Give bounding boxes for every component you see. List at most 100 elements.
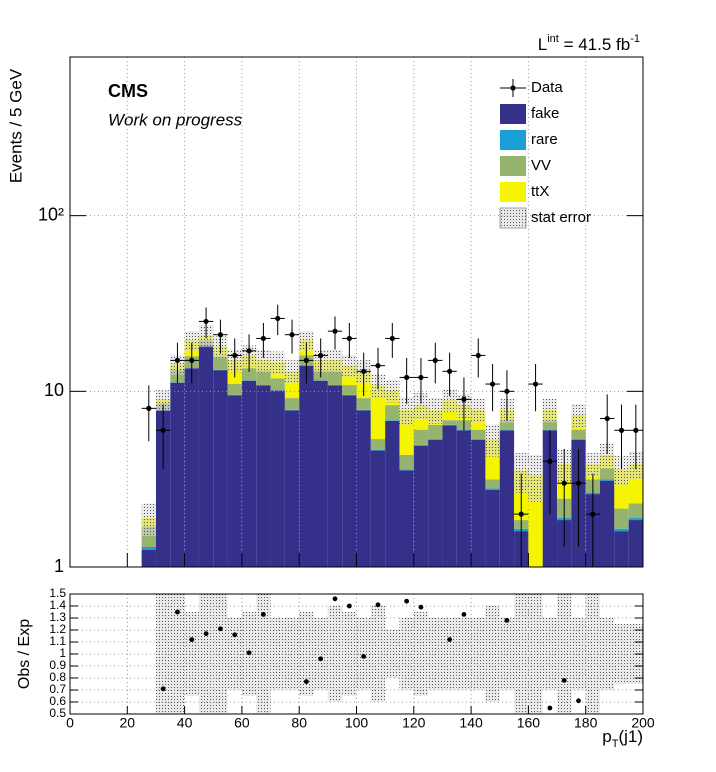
stat-error-band (485, 424, 500, 457)
ratio-error-band (284, 618, 300, 690)
y-tick-label: 1.5 (49, 586, 66, 600)
stack-segment (385, 420, 400, 567)
stack-segment (385, 420, 400, 421)
ratio-point (303, 679, 309, 684)
data-point (260, 335, 266, 342)
stat-error-band (399, 397, 414, 425)
stat-error-band (614, 455, 629, 486)
stack-segment (614, 508, 629, 529)
stack-segment (499, 420, 515, 430)
stack-segment (600, 468, 615, 480)
ratio-error-band (557, 594, 572, 714)
data-point (217, 332, 224, 338)
stat-error-band (284, 360, 300, 384)
stat-error-band (342, 355, 357, 378)
stat-error-band (442, 389, 457, 412)
lumi-part: -1 (630, 33, 640, 45)
stat-error-band (141, 503, 156, 537)
data-point (246, 348, 252, 354)
stat-error-band (514, 453, 529, 493)
y-tick-label: 1.2 (49, 622, 66, 636)
stack-segment (327, 370, 343, 386)
x-tick-label: 20 (120, 715, 136, 731)
stack-segment (614, 528, 629, 532)
legend-label: rare (531, 131, 558, 148)
stat-error-band (184, 330, 199, 351)
data-point (332, 328, 338, 334)
upper-plot (70, 57, 643, 567)
x-tick-label: 200 (631, 715, 655, 731)
ratio-error-band (585, 594, 601, 714)
y-tick-label: 1 (59, 646, 66, 660)
x-tick-label: 180 (574, 715, 598, 731)
stack-segment (299, 365, 314, 567)
ratio-error-band (514, 594, 529, 714)
stack-segment (213, 370, 228, 567)
stack-segment (184, 368, 199, 567)
lumi-part: L (538, 35, 547, 54)
stack-segment (628, 503, 643, 519)
ratio-error-band (456, 618, 472, 690)
data-point (532, 381, 539, 387)
data-point (375, 363, 381, 369)
legend-label: stat error (531, 209, 591, 226)
cms-sublabel: Work on progress (108, 110, 243, 129)
legend-label: fake (531, 105, 559, 122)
data-point (475, 352, 481, 359)
ratio-error-band (342, 612, 357, 696)
stack-segment (614, 531, 629, 567)
x-label-part: T (612, 738, 619, 750)
ratio-error-band (528, 594, 543, 714)
data-point (561, 480, 567, 486)
ratio-point (346, 603, 352, 609)
stack-segment (284, 410, 300, 567)
ratio-point (404, 598, 410, 604)
stat-error-band (528, 454, 543, 502)
stack-segment (370, 439, 386, 450)
legend-marker (510, 85, 516, 91)
y-tick-label: 10² (38, 204, 64, 224)
legend-label: Data (531, 79, 563, 96)
data-point (174, 357, 181, 363)
ratio-point (189, 637, 195, 642)
stack-segment (270, 378, 285, 391)
x-tick-label: 160 (517, 715, 541, 731)
y-tick-label: 1.4 (49, 598, 66, 612)
ratio-point (361, 654, 367, 659)
ratio-point (332, 596, 338, 602)
ratio-error-band (170, 594, 185, 714)
data-point (432, 357, 438, 363)
stack-segment (370, 449, 386, 451)
ratio-plot (70, 594, 643, 714)
stack-segment (471, 429, 486, 440)
data-point (504, 388, 510, 394)
stack-segment (227, 383, 242, 395)
x-tick-label: 80 (291, 715, 307, 731)
ratio-point (504, 618, 510, 623)
stat-error-band (600, 443, 615, 469)
data-point (389, 335, 395, 342)
stat-error-band (542, 398, 558, 423)
stat-error-band (585, 453, 601, 478)
data-point (346, 335, 352, 342)
legend-swatch (500, 156, 526, 176)
lumi-label: Lint = 41.5 fb-1 (538, 33, 640, 55)
ratio-error-band (485, 606, 500, 702)
ratio-point (447, 637, 453, 642)
ratio-y-axis-label: Obs / Exp (16, 619, 33, 689)
ratio-point (160, 686, 166, 692)
ratio-error-band (413, 612, 429, 696)
ratio-error-band (327, 606, 343, 702)
ratio-point (203, 631, 209, 636)
y-tick-label: 0.5 (49, 706, 66, 720)
stack-segment (284, 398, 300, 410)
ratio-error-band (256, 594, 271, 714)
stack-segment (256, 370, 271, 386)
stack-segment (356, 398, 371, 410)
data-point (633, 427, 639, 433)
ratio-error-band (542, 618, 558, 690)
stack-segment (241, 368, 257, 381)
data-point (303, 357, 309, 363)
ratio-error-band (356, 618, 371, 690)
stat-error-band (270, 351, 285, 375)
